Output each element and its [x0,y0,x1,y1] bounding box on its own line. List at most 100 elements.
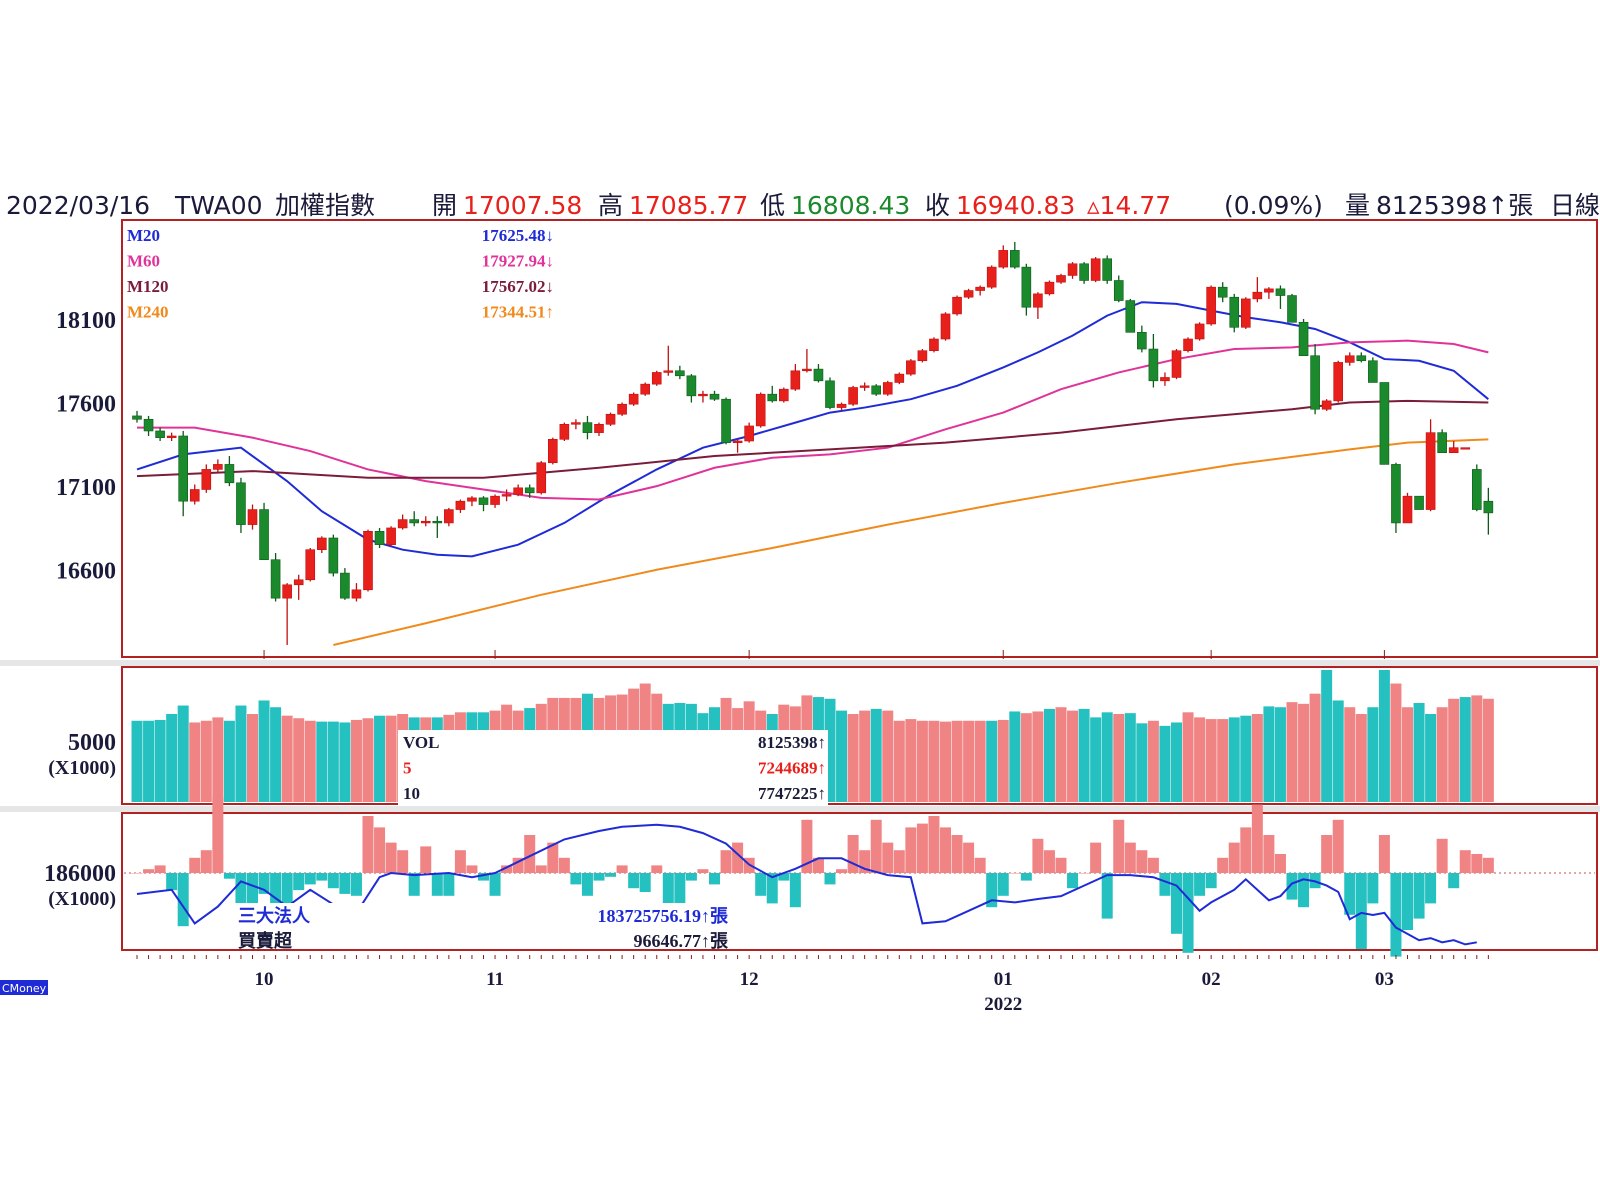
candle-body [1090,258,1101,281]
candle-body [524,487,535,494]
inst-bar [1078,873,1090,874]
price-tick-label: 18100 [56,308,116,334]
inst-bar [789,873,801,908]
inst-bar [1298,873,1310,908]
candle-body [755,393,766,427]
ma-line-m60 [137,339,1489,501]
inst-legend-name: 三大法人 [238,905,311,926]
institutional-bars [124,797,1595,957]
inst-bar [581,873,593,896]
candle-body [1044,281,1055,295]
candle-body [802,368,812,372]
inst-bar [905,827,917,873]
candle-body [998,250,1009,268]
candle-body [1033,293,1043,308]
inst-bar [824,873,836,885]
candle-body [882,382,893,395]
inst-bar [916,823,928,873]
candle-body [663,370,674,373]
inst-bar [1240,827,1252,873]
candle-body [894,373,905,383]
quote-date: 2022/03/16 [6,191,150,220]
candle-body [328,537,339,574]
inst-bar [1090,842,1102,873]
candle-body [605,413,616,425]
inst-bar [223,873,235,879]
inst-bar [709,873,720,885]
volume-bar [916,720,928,802]
inst-bar [974,857,986,873]
inst-bar [1205,873,1217,889]
change-value: ▵14.77 [1087,191,1171,220]
inst-bar [1113,819,1125,873]
volume-bar [1055,707,1067,802]
volume-bar [1482,698,1494,802]
inst-bar [489,873,501,896]
inst-tick: 186000 [44,861,116,887]
candle-body [675,370,685,377]
inst-bar [258,873,270,894]
month-label: 11 [486,969,504,990]
change-percent: (0.09%) [1224,191,1323,220]
inst-bar [1355,873,1367,949]
volume-bar [905,719,917,802]
inst-bar [466,865,478,873]
volume-bar [1009,711,1021,802]
candle-body [155,430,165,438]
inst-bar [940,827,951,873]
candle-body [1437,432,1447,454]
volume-panel-frame [121,666,1598,805]
volume-bar [1344,707,1356,802]
inst-bar [685,873,697,881]
inst-bar [928,816,940,873]
volume-bar [1251,714,1263,802]
candle-body [224,464,235,484]
inst-bar [1055,857,1067,873]
inst-bar [801,819,813,873]
candle-body [386,527,396,545]
inst-bar [674,873,686,904]
inst-bar [501,865,513,873]
inst-bar [605,873,617,877]
month-label: 10 [255,969,274,990]
candle-body [132,415,142,420]
candle-body [848,387,858,405]
candle-body [1067,263,1078,276]
inst-bar [154,865,166,873]
volume-bar [1159,725,1171,802]
volume-bar [1367,707,1379,802]
inst-bar [870,819,882,873]
candle-body [374,530,385,545]
candle-body [143,418,154,432]
inst-bar [882,842,894,873]
panel-separator-2 [0,806,1600,812]
volume-label: 量 [1345,191,1370,220]
quote-header: 2022/03/16 TWA00 加權指數 開 17007.58 高 17085… [6,191,1600,220]
inst-legend-box [234,903,730,949]
volume-bar [270,707,282,802]
volume-bar [1274,707,1286,802]
inst-unit: (X1000) [48,888,116,910]
volume-bar [223,720,235,802]
inst-bar [963,842,975,873]
candle-body [1275,288,1286,296]
ma-legend-name: M20 [127,226,160,245]
time-axis: 10 11 12 01 02 03 2022 [136,650,1489,1015]
inst-bar [1413,873,1425,919]
institutional-cumulative-line [136,823,1477,946]
candle-body [732,440,743,443]
volume-bar [882,710,894,802]
inst-bar [558,857,570,873]
candle-body [1321,400,1332,410]
candle-body [698,393,708,397]
ma-legend-value: 17625.48↓ [482,226,554,245]
inst-bar [766,873,778,904]
volume-bar [1332,700,1344,802]
inst-bar [951,835,963,873]
candle-body [836,403,847,408]
candle-body [640,383,651,395]
ma-line-m240 [333,438,1489,646]
open-value: 17007.58 [463,191,582,220]
inst-bar [812,857,824,873]
volume-bar [997,719,1009,802]
